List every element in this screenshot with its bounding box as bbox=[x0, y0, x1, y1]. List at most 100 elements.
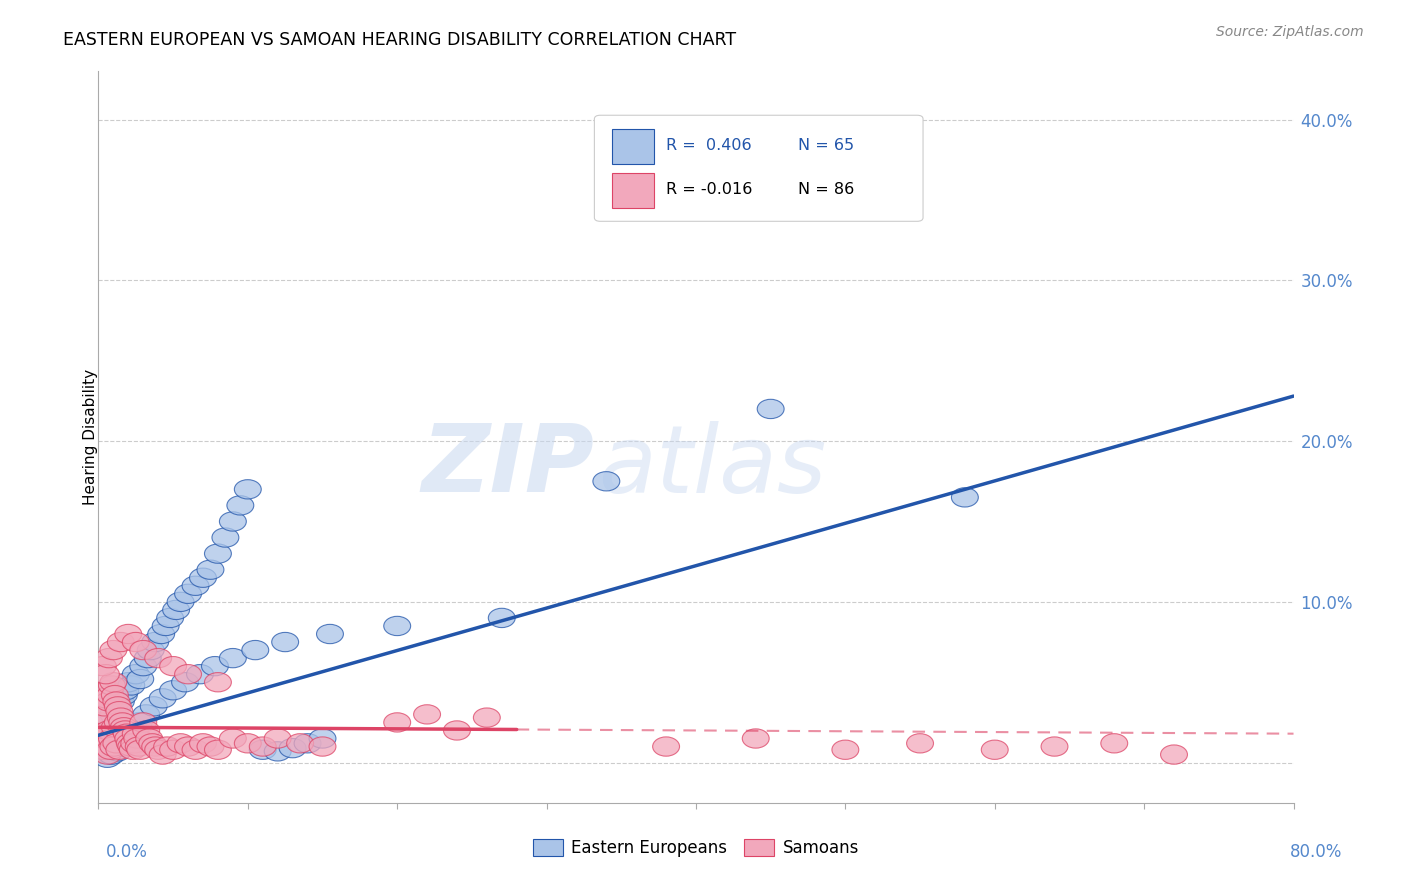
Text: 0.0%: 0.0% bbox=[105, 843, 148, 861]
Ellipse shape bbox=[249, 737, 276, 756]
Ellipse shape bbox=[135, 648, 162, 668]
Ellipse shape bbox=[148, 624, 174, 644]
Ellipse shape bbox=[90, 740, 117, 759]
Ellipse shape bbox=[174, 584, 201, 604]
Ellipse shape bbox=[197, 560, 224, 579]
Ellipse shape bbox=[309, 737, 336, 756]
Ellipse shape bbox=[96, 648, 122, 668]
Ellipse shape bbox=[235, 480, 262, 499]
Ellipse shape bbox=[107, 692, 135, 711]
Ellipse shape bbox=[132, 705, 160, 724]
Ellipse shape bbox=[142, 737, 169, 756]
Ellipse shape bbox=[145, 740, 172, 759]
Ellipse shape bbox=[122, 724, 149, 743]
Ellipse shape bbox=[112, 721, 139, 740]
Ellipse shape bbox=[204, 544, 232, 563]
Text: 80.0%: 80.0% bbox=[1291, 843, 1343, 861]
Ellipse shape bbox=[100, 705, 127, 724]
Ellipse shape bbox=[309, 729, 336, 748]
FancyBboxPatch shape bbox=[613, 173, 654, 208]
Ellipse shape bbox=[94, 748, 121, 767]
Ellipse shape bbox=[105, 740, 132, 759]
Ellipse shape bbox=[384, 713, 411, 732]
Ellipse shape bbox=[190, 568, 217, 588]
Ellipse shape bbox=[152, 616, 179, 636]
Ellipse shape bbox=[1160, 745, 1188, 764]
Ellipse shape bbox=[122, 632, 149, 652]
Y-axis label: Hearing Disability: Hearing Disability bbox=[83, 369, 97, 505]
Ellipse shape bbox=[201, 657, 228, 676]
Ellipse shape bbox=[98, 676, 125, 695]
Ellipse shape bbox=[125, 713, 152, 732]
Ellipse shape bbox=[264, 742, 291, 761]
Ellipse shape bbox=[287, 734, 314, 753]
Legend: Eastern Europeans, Samoans: Eastern Europeans, Samoans bbox=[526, 832, 866, 864]
Ellipse shape bbox=[139, 734, 166, 753]
Ellipse shape bbox=[204, 673, 232, 692]
Ellipse shape bbox=[235, 734, 262, 753]
Ellipse shape bbox=[97, 740, 124, 759]
Ellipse shape bbox=[96, 692, 122, 711]
Ellipse shape bbox=[101, 717, 128, 737]
Ellipse shape bbox=[115, 673, 142, 692]
Ellipse shape bbox=[97, 745, 124, 764]
Ellipse shape bbox=[758, 400, 785, 418]
Ellipse shape bbox=[90, 724, 117, 743]
Ellipse shape bbox=[96, 713, 122, 732]
Ellipse shape bbox=[114, 724, 141, 743]
Ellipse shape bbox=[107, 708, 135, 727]
Ellipse shape bbox=[981, 740, 1008, 759]
Ellipse shape bbox=[952, 488, 979, 507]
Ellipse shape bbox=[90, 657, 117, 676]
Ellipse shape bbox=[413, 705, 440, 724]
Ellipse shape bbox=[156, 608, 184, 628]
Ellipse shape bbox=[120, 721, 146, 740]
Text: N = 65: N = 65 bbox=[797, 137, 853, 153]
Ellipse shape bbox=[108, 737, 136, 756]
Ellipse shape bbox=[167, 592, 194, 612]
Ellipse shape bbox=[125, 737, 152, 756]
Ellipse shape bbox=[136, 729, 163, 748]
Ellipse shape bbox=[488, 608, 515, 628]
Text: atlas: atlas bbox=[598, 421, 827, 512]
Ellipse shape bbox=[117, 734, 143, 753]
Ellipse shape bbox=[190, 734, 217, 753]
Ellipse shape bbox=[107, 632, 135, 652]
Ellipse shape bbox=[111, 717, 138, 737]
Ellipse shape bbox=[652, 737, 679, 756]
Ellipse shape bbox=[141, 697, 167, 716]
Ellipse shape bbox=[89, 729, 115, 748]
Ellipse shape bbox=[264, 729, 291, 748]
Ellipse shape bbox=[160, 657, 187, 676]
Ellipse shape bbox=[271, 632, 298, 652]
Ellipse shape bbox=[100, 673, 127, 692]
FancyBboxPatch shape bbox=[595, 115, 922, 221]
Ellipse shape bbox=[118, 676, 145, 695]
Ellipse shape bbox=[112, 681, 139, 700]
Ellipse shape bbox=[174, 737, 201, 756]
Ellipse shape bbox=[145, 648, 172, 668]
Ellipse shape bbox=[474, 708, 501, 727]
FancyBboxPatch shape bbox=[613, 129, 654, 164]
Ellipse shape bbox=[101, 734, 128, 753]
Ellipse shape bbox=[114, 729, 141, 748]
Text: R = -0.016: R = -0.016 bbox=[666, 182, 752, 196]
Ellipse shape bbox=[163, 600, 190, 620]
Ellipse shape bbox=[115, 624, 142, 644]
Text: N = 86: N = 86 bbox=[797, 182, 853, 196]
Ellipse shape bbox=[183, 576, 209, 596]
Text: Source: ZipAtlas.com: Source: ZipAtlas.com bbox=[1216, 25, 1364, 39]
Ellipse shape bbox=[118, 737, 145, 756]
Ellipse shape bbox=[94, 737, 121, 756]
Ellipse shape bbox=[103, 692, 129, 711]
Ellipse shape bbox=[160, 740, 187, 759]
Ellipse shape bbox=[121, 734, 148, 753]
Ellipse shape bbox=[907, 734, 934, 753]
Ellipse shape bbox=[93, 721, 120, 740]
Ellipse shape bbox=[219, 729, 246, 748]
Ellipse shape bbox=[1040, 737, 1069, 756]
Ellipse shape bbox=[93, 737, 120, 756]
Ellipse shape bbox=[91, 697, 118, 716]
Ellipse shape bbox=[219, 512, 246, 531]
Ellipse shape bbox=[280, 739, 307, 758]
